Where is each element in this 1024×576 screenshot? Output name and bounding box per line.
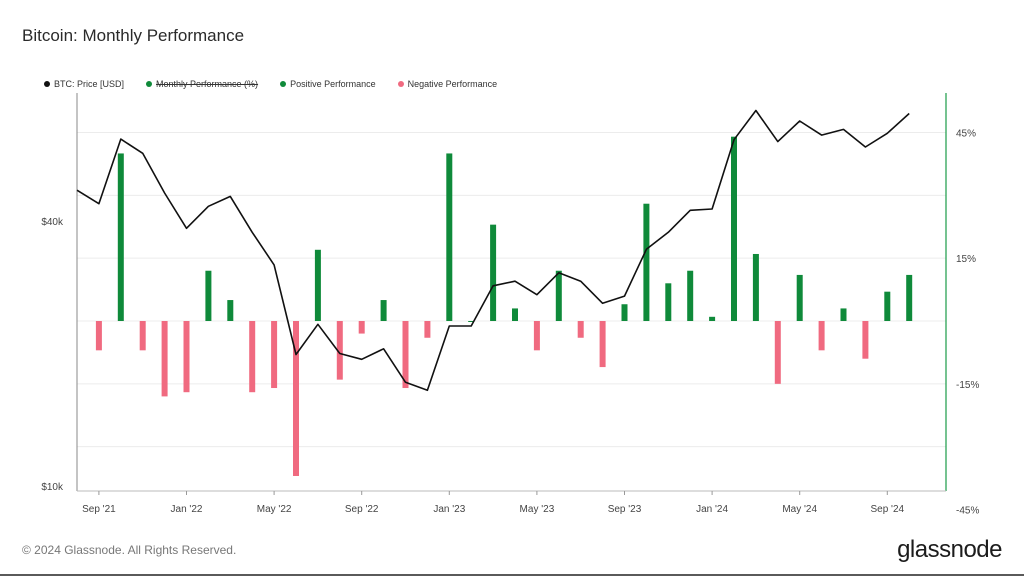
legend-negative-marker — [397, 81, 404, 87]
x-tick-label: Jan '22 — [171, 504, 203, 515]
legend-monthly-label: Monthly Performance (%) — [156, 79, 259, 89]
positive-performance-bar — [643, 203, 650, 321]
negative-performance-bar — [161, 321, 168, 397]
legend-price-label: BTC: Price [USD] — [54, 79, 125, 89]
negative-performance-bar — [95, 321, 102, 351]
negative-performance-bar — [774, 321, 781, 384]
x-tick-label: Jan '23 — [433, 504, 465, 515]
positive-performance-bar — [665, 283, 672, 321]
positive-performance-bar — [840, 308, 847, 321]
negative-performance-bar — [139, 321, 146, 351]
right-y-tick-label: -15% — [956, 380, 979, 391]
legend-item-price[interactable]: BTC: Price [USD] — [44, 79, 124, 89]
positive-performance-bar — [205, 270, 212, 321]
positive-performance-bar — [227, 300, 234, 321]
positive-performance-bar — [446, 153, 453, 321]
positive-performance-bar — [752, 253, 759, 321]
positive-performance-bar — [796, 274, 803, 321]
x-tick-label: Sep '24 — [870, 504, 904, 515]
positive-performance-bar — [555, 270, 562, 321]
positive-performance-bar — [884, 291, 891, 321]
x-tick-label: Sep '22 — [345, 504, 379, 515]
x-tick-label: Sep '21 — [82, 504, 116, 515]
performance-chart: Sep '21 Jan '22 May '22 Sep '22 Jan '23 May '… — [41, 93, 979, 517]
negative-performance-bar — [424, 321, 431, 338]
legend-negative-label: Negative Performance — [407, 79, 498, 89]
positive-performance-bar — [731, 136, 737, 321]
negative-performance-bar — [183, 321, 190, 393]
left-y-tick-label: $40k — [41, 217, 64, 228]
legend-item-negative[interactable]: Negative Performance — [397, 79, 498, 89]
x-tick-label: May '24 — [782, 504, 817, 515]
positive-performance-bar — [906, 274, 913, 321]
positive-performance-bar — [117, 153, 124, 321]
negative-performance-bar — [599, 321, 606, 368]
legend-positive-marker — [280, 81, 287, 87]
positive-performance-bar — [709, 316, 716, 321]
negative-performance-bar — [336, 321, 343, 380]
x-tick-label: May '23 — [520, 504, 555, 515]
right-y-tick-label: 15% — [956, 254, 976, 265]
positive-performance-bar — [512, 308, 518, 321]
positive-performance-bar — [621, 304, 628, 321]
copyright-footer: © 2024 Glassnode. All Rights Reserved. — [22, 543, 237, 557]
x-tick-label: May '22 — [257, 504, 292, 515]
negative-performance-bar — [358, 321, 365, 334]
legend-positive-label: Positive Performance — [290, 79, 376, 89]
positive-performance-bar — [468, 321, 475, 322]
x-tick-label: Sep '23 — [608, 504, 642, 515]
negative-performance-bar — [577, 321, 584, 338]
negative-performance-bar — [293, 321, 299, 476]
right-y-tick-label: -45% — [956, 506, 979, 517]
negative-performance-bar — [862, 321, 869, 359]
legend-price-marker — [44, 81, 50, 87]
negative-performance-bar — [271, 321, 278, 389]
chart-title: Bitcoin: Monthly Performance — [22, 26, 245, 45]
negative-performance-bar — [402, 321, 409, 389]
legend-monthly-marker — [146, 81, 153, 87]
negative-performance-bar — [533, 321, 540, 351]
chart-legend: BTC: Price [USD] Monthly Performance (%)… — [44, 79, 497, 89]
btc-price-line — [76, 109, 910, 392]
positive-performance-bar — [687, 270, 694, 321]
negative-performance-bar — [249, 321, 256, 393]
glassnode-logo: glassnode — [897, 536, 1002, 563]
negative-performance-bar — [818, 321, 825, 351]
right-y-tick-label: 45% — [956, 129, 976, 140]
bottom-divider — [0, 574, 1024, 576]
positive-performance-bar — [314, 249, 321, 321]
positive-performance-bar — [380, 300, 387, 321]
legend-item-positive[interactable]: Positive Performance — [280, 79, 376, 89]
legend-item-monthly-performance[interactable]: Monthly Performance (%) — [146, 79, 258, 89]
x-tick-label: Jan '24 — [696, 504, 728, 515]
positive-performance-bar — [490, 224, 497, 321]
left-y-tick-label: $10k — [41, 482, 64, 493]
